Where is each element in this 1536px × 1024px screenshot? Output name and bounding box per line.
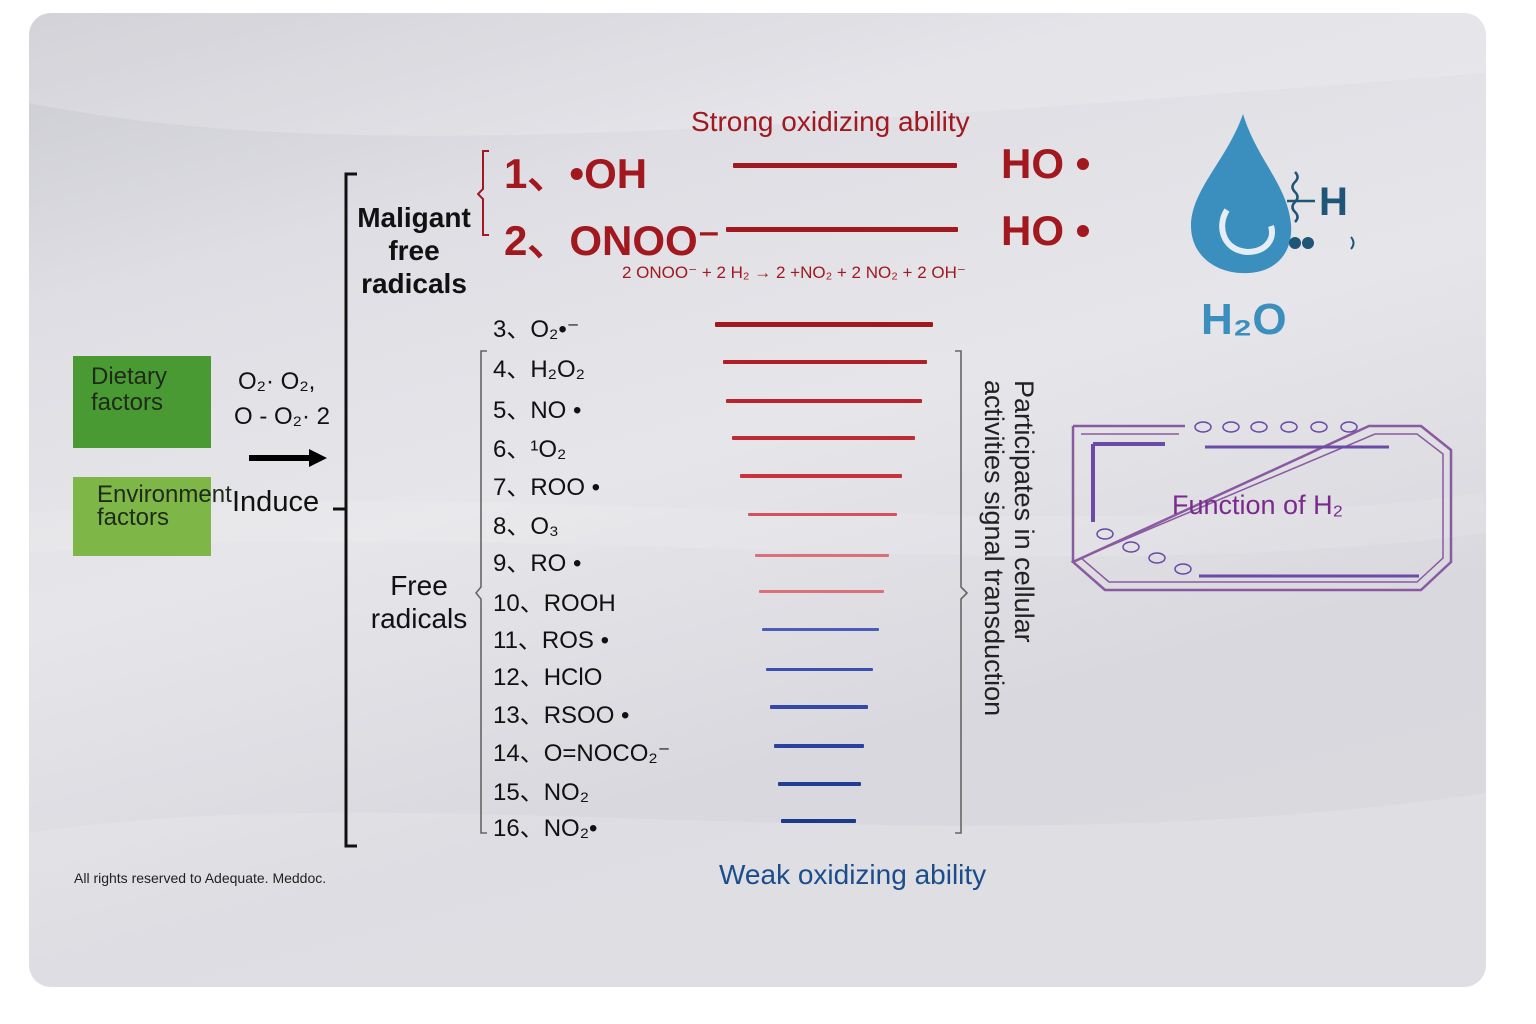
strength-line-12 [766, 668, 873, 671]
copyright-footer: All rights reserved to Adequate. Meddoc. [74, 870, 327, 886]
background-waves [29, 13, 1486, 987]
malignant-product-1: HO • [1001, 140, 1091, 187]
radical-3-label: 3、O₂•⁻ [493, 316, 580, 343]
function-of-h2-label: Function of H₂ [1172, 490, 1344, 520]
radical-14-label: 14、O=NOCO₂⁻ [493, 740, 671, 767]
strength-line-11 [762, 628, 879, 631]
oxygen-formula-2: O - O₂· 2 [234, 403, 330, 430]
strength-line-5 [726, 399, 922, 403]
oxygen-formula-1: O₂· O₂, [238, 368, 316, 395]
strength-line-7 [740, 474, 902, 478]
radical-5-label: 5、NO • [493, 397, 582, 424]
strength-line-10 [759, 590, 884, 593]
strength-line-13 [770, 705, 868, 709]
function-frame [1070, 421, 1453, 592]
malignant-bracket [477, 150, 489, 236]
strong-oxidizing-label: Strong oxidizing ability [691, 106, 970, 137]
induce-arrow-icon [249, 449, 327, 467]
free-radicals-title: Free radicals [370, 570, 468, 634]
malignant-item-2-label: 2、ONOO⁻ [504, 217, 720, 264]
environment-factors-box: Environment factors [73, 477, 232, 556]
radical-6-label: 6、¹O₂ [493, 436, 567, 463]
water-drop-icon [1191, 114, 1355, 274]
strength-line-6 [732, 436, 915, 440]
free-left-bracket [475, 350, 487, 834]
water-formula: H₂O [1201, 295, 1287, 344]
malignant-product-2: HO • [1001, 207, 1091, 254]
radical-12-label: 12、HClO [493, 664, 603, 691]
hydrogen-label: H [1319, 180, 1348, 224]
strength-line-15 [778, 782, 861, 786]
radical-8-label: 8、O₃ [493, 513, 559, 540]
malignant-item-1-label: 1、•OH [504, 150, 648, 197]
reaction-equation: 2 ONOO⁻ + 2 H₂ → 2 +NO₂ + 2 NO₂ + 2 OH⁻ [622, 263, 966, 282]
malignant-title: Maligant free radicals [357, 202, 471, 299]
dietary-factors-box: Dietary factors [73, 356, 211, 448]
malignant-line-2 [726, 227, 958, 232]
radical-11-label: 11、ROS • [493, 627, 609, 654]
cellular-activities-note: Participates in cellular activities sign… [979, 380, 1039, 717]
main-bracket [333, 172, 357, 848]
radical-10-label: 10、ROOH [493, 590, 616, 617]
free-right-bracket [955, 350, 969, 834]
radical-13-label: 13、RSOO • [493, 702, 630, 729]
radical-7-label: 7、ROO • [493, 474, 601, 501]
radical-9-label: 9、RO • [493, 550, 582, 577]
malignant-line-1 [733, 163, 957, 168]
strength-line-4 [723, 360, 927, 364]
strength-line-9 [755, 554, 889, 557]
radical-4-label: 4、H₂O₂ [493, 356, 585, 383]
diagram-card: Strong oxidizing ability 1、•OH 2、ONOO⁻ H… [29, 13, 1486, 987]
strength-line-8 [748, 513, 897, 516]
strength-line-16 [781, 819, 856, 823]
strength-line-14 [774, 744, 864, 748]
induce-label: Induce [232, 486, 320, 518]
strength-line-3 [715, 322, 933, 327]
weak-oxidizing-label: Weak oxidizing ability [719, 859, 987, 890]
radical-16-label: 16、NO₂• [493, 815, 598, 842]
radical-15-label: 15、NO₂ [493, 779, 590, 806]
